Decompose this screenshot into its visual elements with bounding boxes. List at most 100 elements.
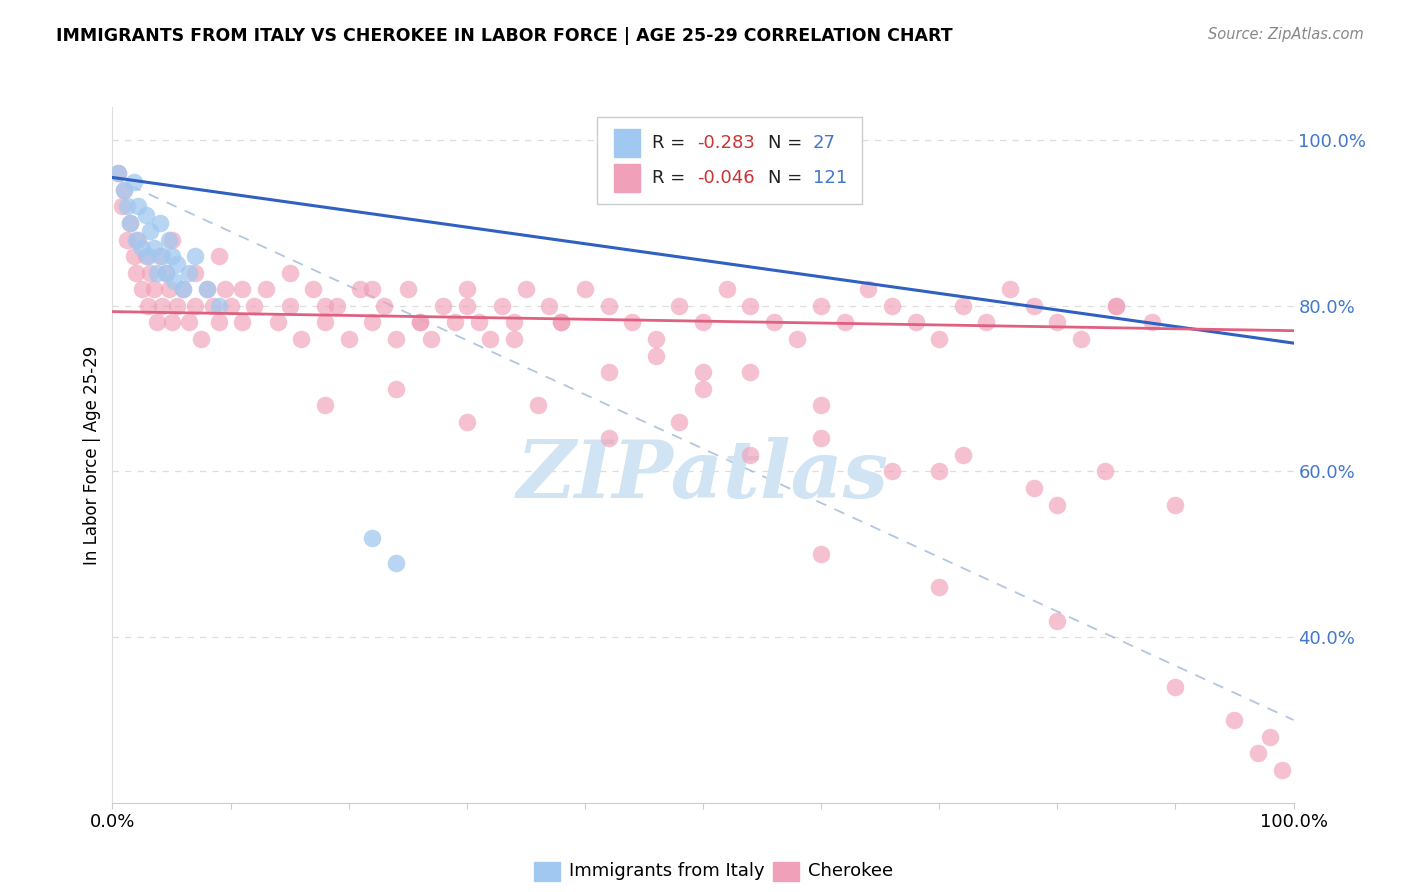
Point	[190, 332, 212, 346]
Point	[786, 332, 808, 346]
Point	[373, 299, 395, 313]
Point	[142, 241, 165, 255]
Point	[668, 299, 690, 313]
Point	[361, 282, 384, 296]
Point	[1164, 498, 1187, 512]
Point	[740, 365, 762, 379]
Point	[131, 282, 153, 296]
Point	[810, 547, 832, 561]
Text: R =: R =	[652, 134, 692, 153]
Point	[408, 315, 430, 329]
Point	[644, 349, 666, 363]
FancyBboxPatch shape	[596, 118, 862, 204]
Y-axis label: In Labor Force | Age 25-29: In Labor Force | Age 25-29	[83, 345, 101, 565]
Point	[998, 282, 1021, 296]
Point	[491, 299, 513, 313]
Point	[834, 315, 856, 329]
Point	[385, 382, 408, 396]
Point	[361, 315, 384, 329]
Point	[880, 299, 903, 313]
Point	[526, 398, 548, 412]
Point	[111, 199, 134, 213]
Point	[598, 299, 620, 313]
Point	[692, 382, 714, 396]
Point	[314, 398, 336, 412]
Point	[1271, 763, 1294, 777]
Point	[219, 299, 242, 313]
Text: 27: 27	[813, 134, 835, 153]
Point	[112, 183, 135, 197]
Point	[515, 282, 537, 296]
Point	[740, 448, 762, 462]
Text: Immigrants from Italy: Immigrants from Italy	[569, 863, 765, 880]
Point	[160, 249, 183, 263]
Text: 121: 121	[813, 169, 846, 187]
Point	[160, 233, 183, 247]
Point	[125, 266, 148, 280]
Point	[1105, 299, 1128, 313]
Point	[810, 299, 832, 313]
Point	[214, 282, 236, 296]
Point	[432, 299, 454, 313]
Point	[163, 274, 186, 288]
Point	[1258, 730, 1281, 744]
Point	[1140, 315, 1163, 329]
Point	[349, 282, 371, 296]
Point	[810, 398, 832, 412]
Text: N =: N =	[768, 134, 808, 153]
Point	[120, 216, 142, 230]
Point	[149, 216, 172, 230]
Point	[314, 315, 336, 329]
Point	[456, 282, 478, 296]
Point	[385, 556, 408, 570]
Point	[444, 315, 467, 329]
Point	[107, 166, 129, 180]
Point	[201, 299, 224, 313]
Point	[127, 199, 149, 213]
Point	[122, 175, 145, 189]
Point	[122, 249, 145, 263]
Point	[136, 299, 159, 313]
Point	[952, 448, 974, 462]
Point	[115, 233, 138, 247]
Point	[408, 315, 430, 329]
Point	[107, 166, 129, 180]
Point	[326, 299, 349, 313]
Point	[503, 332, 526, 346]
Point	[115, 199, 138, 213]
Point	[598, 365, 620, 379]
Point	[396, 282, 419, 296]
Point	[149, 249, 172, 263]
Point	[361, 531, 384, 545]
Point	[278, 299, 301, 313]
Point	[716, 282, 738, 296]
Text: N =: N =	[768, 169, 808, 187]
Point	[1070, 332, 1092, 346]
Point	[1247, 746, 1270, 760]
Point	[1046, 498, 1069, 512]
Point	[131, 241, 153, 255]
Point	[668, 415, 690, 429]
Point	[172, 282, 194, 296]
Point	[810, 431, 832, 445]
Point	[146, 315, 169, 329]
Point	[574, 282, 596, 296]
Point	[195, 282, 218, 296]
Point	[1022, 481, 1045, 495]
Point	[692, 315, 714, 329]
Text: ZIPatlas: ZIPatlas	[517, 437, 889, 515]
Text: Source: ZipAtlas.com: Source: ZipAtlas.com	[1208, 27, 1364, 42]
Point	[157, 282, 180, 296]
Point	[208, 315, 231, 329]
Point	[290, 332, 312, 346]
Point	[166, 257, 188, 271]
Point	[952, 299, 974, 313]
Point	[142, 282, 165, 296]
Point	[644, 332, 666, 346]
Text: -0.283: -0.283	[697, 134, 755, 153]
Point	[155, 266, 177, 280]
Point	[136, 249, 159, 263]
Point	[184, 249, 207, 263]
Point	[208, 249, 231, 263]
Text: -0.046: -0.046	[697, 169, 755, 187]
